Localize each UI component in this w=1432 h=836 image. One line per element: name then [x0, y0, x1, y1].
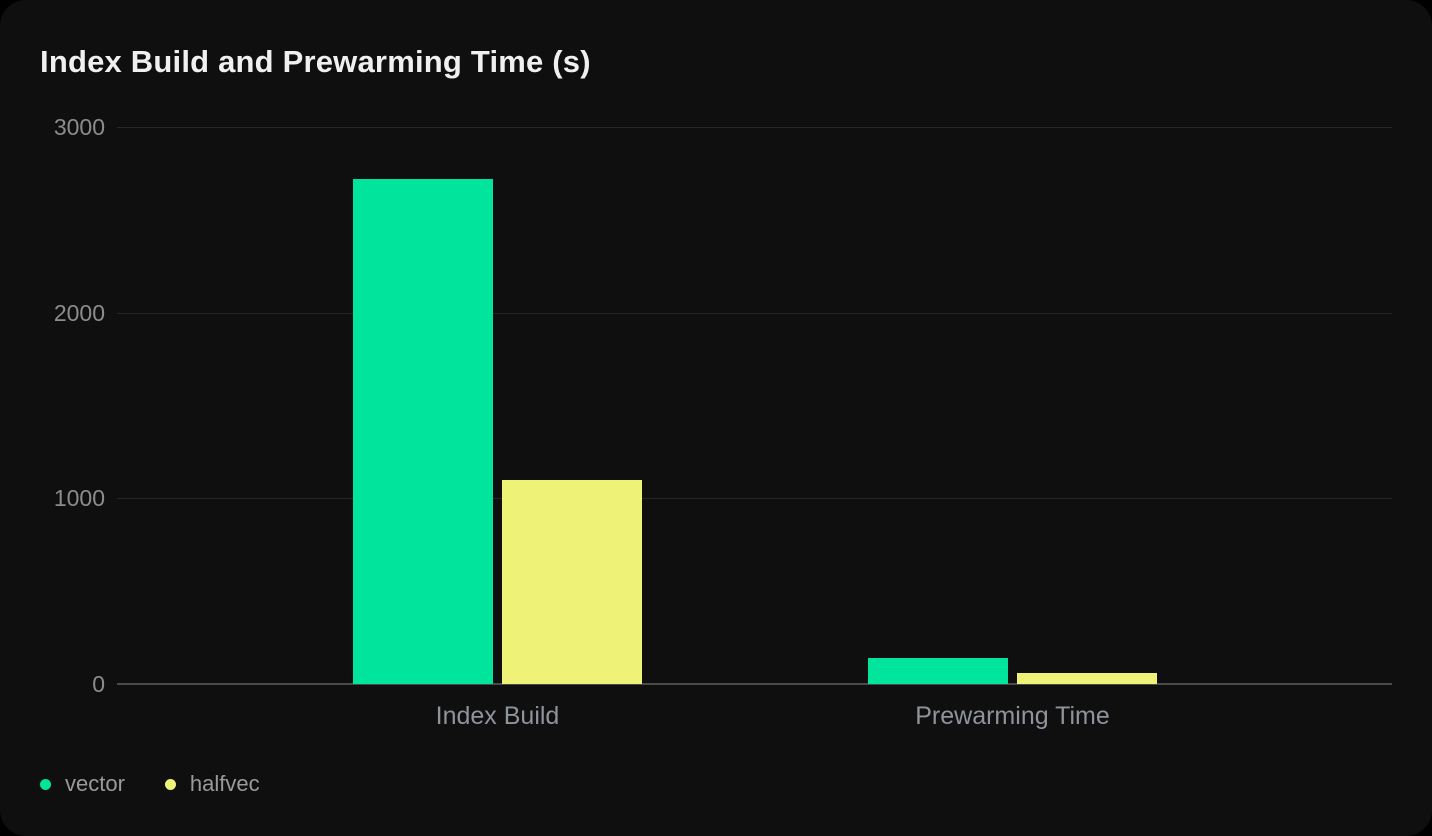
legend-label-halfvec: halfvec [189, 771, 260, 796]
gridline-2000 [117, 312, 1392, 314]
chart-title: Index Build and Prewarming Time (s) [40, 44, 591, 79]
legend-label-vector: vector [65, 771, 125, 796]
bar-halfvec-prewarming-time[interactable] [1017, 673, 1157, 684]
x-axis-line [117, 683, 1392, 685]
bar-vector-index-build[interactable] [353, 179, 493, 684]
x-category-label-prewarming-time: Prewarming Time [915, 702, 1110, 730]
bar-vector-prewarming-time[interactable] [868, 658, 1008, 684]
legend-dot-vector [40, 778, 51, 790]
y-tick-label-3000: 3000 [53, 114, 105, 140]
gridline-3000 [117, 127, 1392, 128]
gridline-1000 [117, 498, 1392, 500]
y-tick-label-1000: 1000 [53, 485, 105, 512]
x-category-label-index-build: Index Build [435, 702, 560, 730]
y-tick-label-2000: 2000 [53, 299, 105, 326]
legend: vector halfvec [40, 771, 260, 797]
legend-dot-halfvec [164, 778, 176, 790]
bar-halfvec-index-build[interactable] [502, 480, 642, 684]
legend-item-vector[interactable]: vector [40, 771, 125, 797]
legend-item-halfvec[interactable]: halfvec [164, 771, 260, 797]
y-tick-label-0: 0 [92, 671, 105, 697]
